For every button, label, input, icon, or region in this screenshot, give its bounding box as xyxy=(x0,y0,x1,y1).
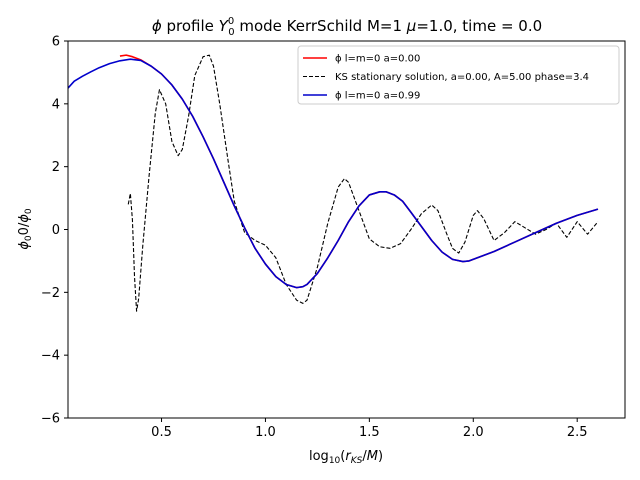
y-tick-label: 2 xyxy=(52,160,60,175)
x-tick-label: 2.5 xyxy=(567,425,588,440)
legend-label-2: ϕ l=m=0 a=0.99 xyxy=(335,91,420,102)
y-tick-label: 4 xyxy=(52,97,60,112)
series-line-2 xyxy=(68,58,599,289)
legend: ϕ l=m=0 a=0.00 KS stationary solution, a=… xyxy=(297,45,620,105)
x-axis-ticks: 0.5 1.0 1.5 2.0 2.5 xyxy=(151,418,588,440)
legend-label-0: ϕ l=m=0 a=0.00 xyxy=(335,54,420,65)
series-line-1 xyxy=(127,54,599,312)
x-tick-label: 2.0 xyxy=(463,425,484,440)
y-tick-label: −4 xyxy=(41,349,60,364)
y-axis-label: ϕ00/ϕ0 xyxy=(17,208,34,250)
y-tick-label: −6 xyxy=(41,412,60,427)
chart-title: ϕ profile Y0 0 mode KerrSchild M=1 μ=1.0,… xyxy=(152,16,542,38)
x-tick-label: 1.0 xyxy=(255,425,276,440)
x-tick-label: 0.5 xyxy=(151,425,172,440)
plot-area xyxy=(68,54,599,312)
y-tick-label: 6 xyxy=(52,35,60,50)
legend-label-1: KS stationary solution, a=0.00, A=5.00 p… xyxy=(335,72,589,83)
y-tick-label: 0 xyxy=(52,223,60,238)
y-tick-label: −2 xyxy=(41,286,60,301)
x-axis-label: log10(rKS/M) xyxy=(309,449,383,466)
x-tick-label: 1.5 xyxy=(359,425,380,440)
legend-box xyxy=(297,45,620,105)
y-axis-ticks: −6 −4 −2 0 2 4 6 xyxy=(41,35,68,427)
